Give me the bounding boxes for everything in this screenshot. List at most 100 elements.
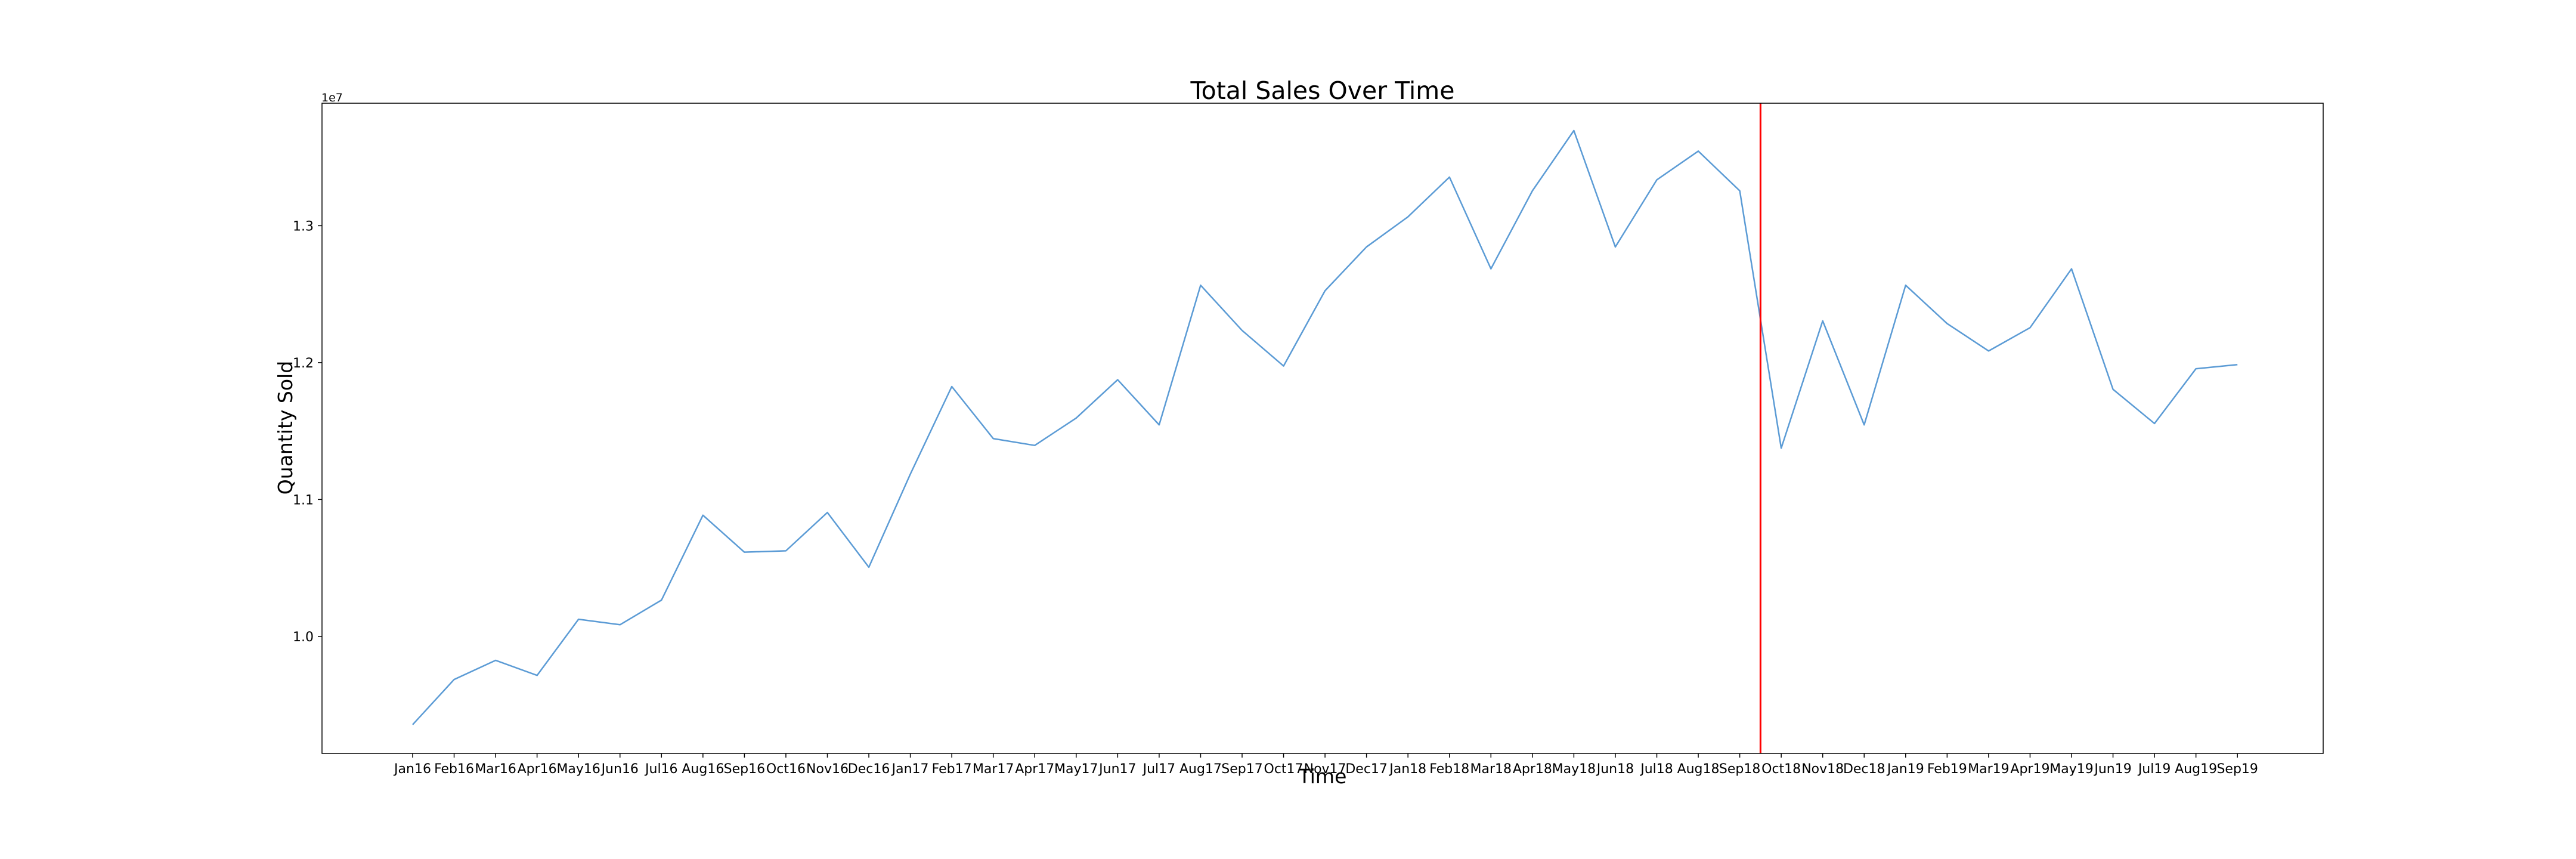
x-tick-label: Dec17 [1345, 762, 1388, 777]
data-point [1324, 289, 1326, 292]
x-tick-label: May18 [1552, 762, 1596, 777]
x-tick-label: Sep18 [1719, 762, 1760, 777]
data-point [1366, 246, 1368, 248]
data-point [2029, 326, 2031, 329]
x-tick-label: Apr16 [518, 762, 557, 777]
y-axis-offset-label: 1e7 [321, 91, 343, 104]
data-point [785, 549, 787, 552]
x-tick-label: Jun17 [1098, 762, 1136, 777]
x-tick-label: Jul19 [2137, 762, 2171, 777]
x-tick-label: Jun16 [600, 762, 639, 777]
x-tick-label: Apr19 [2010, 762, 2049, 777]
data-point [577, 618, 580, 620]
x-tick-label: Sep17 [1221, 762, 1262, 777]
x-tick-label: Aug17 [1179, 762, 1222, 777]
x-tick-label: Mar17 [973, 762, 1014, 777]
x-tick-label: Mar18 [1470, 762, 1512, 777]
x-tick-label: Nov17 [1304, 762, 1346, 777]
data-point [826, 511, 829, 514]
x-tick-label: Aug16 [682, 762, 724, 777]
x-tick-label: Jun18 [1596, 762, 1634, 777]
data-point [1780, 447, 1782, 449]
x-tick-label: Oct16 [766, 762, 806, 777]
x-tick-label: Sep19 [2216, 762, 2258, 777]
x-tick-label: Aug18 [1677, 762, 1720, 777]
data-point [950, 385, 953, 388]
data-point [1987, 350, 1990, 352]
data-point [868, 566, 870, 568]
x-axis-label: Time [1298, 765, 1347, 788]
plot-marks: Jan16 Feb16 Mar16 Apr16 May16 Jun16 Jul16 Aug16… [293, 103, 2258, 777]
x-tick-label: Feb17 [932, 762, 972, 777]
x-tick-label: Jul17 [1142, 762, 1176, 777]
data-point [1283, 365, 1285, 367]
data-point [1158, 424, 1160, 426]
data-point [1033, 444, 1036, 447]
x-tick-label: Jul18 [1639, 762, 1673, 777]
data-point [1199, 284, 1202, 286]
x-tick-label: Jan19 [1886, 762, 1924, 777]
x-tick-label: May17 [1054, 762, 1098, 777]
data-point [2153, 422, 2156, 425]
y-axis-label: Quantity Sold [274, 361, 297, 495]
x-tick-label: Jan18 [1388, 762, 1426, 777]
y-tick-label: 1.1 [293, 493, 314, 508]
y-tick-label: 1.3 [293, 219, 314, 234]
data-point [411, 724, 414, 726]
data-point [536, 674, 538, 676]
x-tick-label: Oct18 [1761, 762, 1801, 777]
data-point [1116, 379, 1119, 381]
data-point [494, 659, 497, 662]
data-point [1448, 176, 1451, 178]
x-tick-label: Apr17 [1015, 762, 1054, 777]
data-point [1407, 215, 1409, 218]
x-tick-label: Jan17 [891, 762, 929, 777]
x-tick-label: Feb19 [1927, 762, 1967, 777]
data-point [1697, 150, 1699, 152]
x-tick-label: May19 [2049, 762, 2093, 777]
data-point [1241, 329, 1243, 332]
data-point [743, 551, 745, 554]
x-tick-label: Oct17 [1264, 762, 1304, 777]
x-tick-label: Feb16 [434, 762, 474, 777]
data-point [1863, 424, 1865, 426]
data-point [619, 623, 621, 626]
data-point [2236, 363, 2238, 366]
data-point [1905, 284, 1907, 286]
data-point [1572, 129, 1575, 132]
x-tick-label: Jan16 [393, 762, 431, 777]
x-tick-label: Jul16 [644, 762, 678, 777]
data-point [1490, 268, 1492, 270]
x-tick-label: Dec18 [1843, 762, 1885, 777]
y-tick-label: 1.2 [293, 356, 314, 371]
data-point [1822, 320, 1824, 322]
series-line [412, 129, 2238, 725]
x-tick-label: May16 [556, 762, 600, 777]
data-point [2070, 268, 2073, 270]
data-point [1614, 246, 1617, 248]
data-point [1531, 190, 1534, 192]
chart-title: Total Sales Over Time [1190, 76, 1455, 105]
x-tick-label: Aug19 [2175, 762, 2217, 777]
x-tick-label: Mar19 [1968, 762, 2010, 777]
plot-area-frame [321, 103, 2324, 754]
data-point [1075, 417, 1078, 419]
data-point [2195, 367, 2197, 370]
x-tick-label: Nov18 [1801, 762, 1844, 777]
data-point [1946, 322, 1948, 325]
x-tick-label: Dec16 [848, 762, 890, 777]
x-tick-label: Nov16 [806, 762, 849, 777]
x-tick-label: Mar16 [475, 762, 516, 777]
data-point [660, 599, 662, 601]
data-point [1739, 190, 1741, 192]
x-tick-label: Jun19 [2093, 762, 2131, 777]
x-tick-label: Feb18 [1429, 762, 1469, 777]
x-tick-label: Sep16 [724, 762, 765, 777]
x-tick-label: Apr18 [1513, 762, 1552, 777]
data-point [992, 437, 995, 440]
data-point [2112, 388, 2114, 391]
data-point [1656, 179, 1658, 181]
data-point [453, 678, 456, 681]
